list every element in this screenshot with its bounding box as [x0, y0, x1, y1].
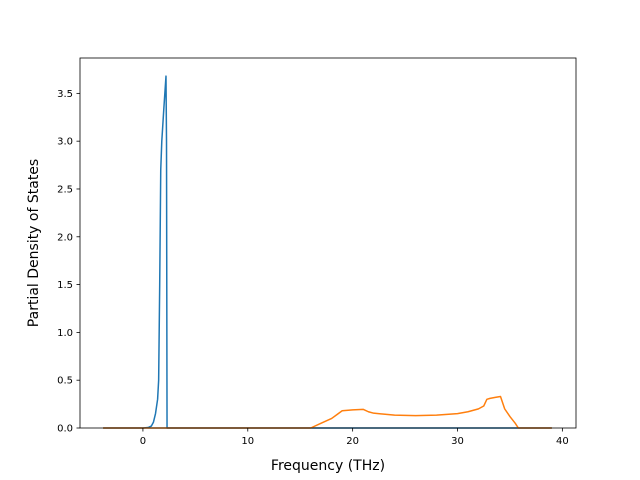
- plot-area-background: [80, 58, 576, 428]
- x-tick-label: 40: [556, 436, 569, 447]
- y-tick-label: 2.5: [57, 184, 73, 195]
- y-tick-label: 0.0: [57, 424, 73, 435]
- y-tick-label: 1.5: [57, 280, 73, 291]
- series-line-2: [103, 395, 552, 429]
- x-tick-label: 0: [140, 436, 146, 447]
- y-axis-ticks: 0.0 0.5 1.0 1.5 2.0 2.5 3.0 3.5: [57, 89, 80, 435]
- x-tick-label: 30: [451, 436, 464, 447]
- plot-frame: [79, 57, 577, 429]
- y-tick-label: 3.5: [57, 89, 73, 100]
- y-axis-label: Partial Density of States: [26, 159, 42, 327]
- x-axis-label: Frequency (THz): [271, 458, 385, 474]
- y-tick-label: 1.0: [57, 328, 73, 339]
- x-tick-label: 10: [241, 436, 254, 447]
- series-line-1: [103, 75, 552, 429]
- y-tick-label: 3.0: [57, 137, 73, 148]
- series-layer: [103, 75, 552, 429]
- x-axis-ticks: 0 10 20 30 40: [140, 428, 569, 447]
- y-tick-label: 2.0: [57, 232, 73, 243]
- y-tick-label: 0.5: [57, 376, 73, 387]
- x-tick-label: 20: [346, 436, 359, 447]
